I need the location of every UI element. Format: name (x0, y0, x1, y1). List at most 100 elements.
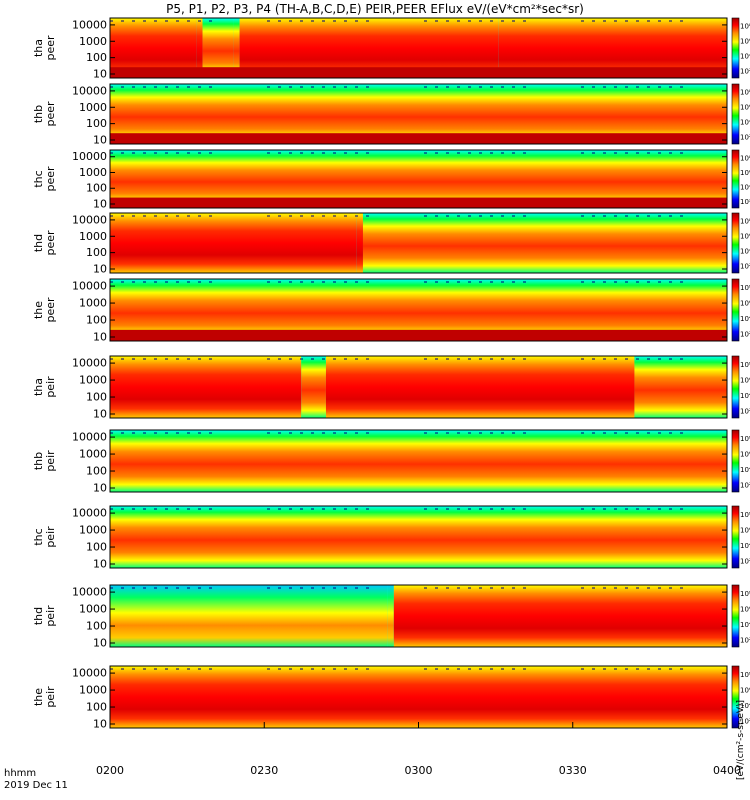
noise-speckle (366, 281, 369, 283)
colorbar-tick-label: 10⁶ (740, 450, 750, 458)
y-tick-label: 10 (93, 263, 107, 276)
noise-speckle (344, 281, 347, 283)
noise-speckle (187, 432, 190, 434)
noise-speckle (121, 281, 124, 283)
noise-speckle (603, 86, 606, 88)
noise-speckle (143, 152, 146, 154)
panel-label: the peer (32, 297, 57, 323)
noise-speckle (603, 281, 606, 283)
saturated-band (110, 133, 727, 144)
noise-speckle (501, 20, 504, 22)
noise-speckle (322, 152, 325, 154)
noise-speckle (366, 587, 369, 589)
noise-speckle (523, 587, 526, 589)
noise-speckle (680, 358, 683, 360)
noise-speckle (110, 152, 113, 154)
noise-speckle (300, 281, 303, 283)
x-tick-label: 0400 (713, 764, 741, 777)
noise-speckle (132, 587, 135, 589)
noise-speckle (512, 668, 515, 670)
noise-speckle (165, 668, 168, 670)
noise-speckle (110, 432, 113, 434)
noise-speckle (132, 358, 135, 360)
noise-speckle (289, 215, 292, 217)
y-tick-label: 1000 (79, 524, 107, 537)
panel-label-line: the (32, 301, 45, 319)
noise-speckle (658, 587, 661, 589)
chart-title: P5, P1, P2, P3, P4 (TH-A,B,C,D,E) PEIR,P… (166, 2, 584, 16)
noise-speckle (512, 508, 515, 510)
noise-speckle (479, 432, 482, 434)
panel-frame (109, 584, 728, 648)
noise-speckle (198, 20, 201, 22)
noise-speckle (198, 432, 201, 434)
noise-speckle (344, 668, 347, 670)
noise-speckle (333, 152, 336, 154)
noise-speckle (278, 152, 281, 154)
noise-speckle (154, 281, 157, 283)
noise-speckle (300, 20, 303, 22)
noise-speckle (424, 20, 427, 22)
noise-speckle (176, 358, 179, 360)
panels-group: 10100100010000thapeer10²10⁴10⁶10⁸1010010… (32, 17, 750, 731)
noise-speckle (435, 20, 438, 22)
noise-speckle (267, 281, 270, 283)
spectrogram-segment (110, 213, 357, 273)
noise-speckle (132, 508, 135, 510)
colorbar-tick-label: 10⁶ (740, 376, 750, 384)
colorbar-tick-label: 10⁴ (740, 53, 750, 61)
noise-speckle (154, 358, 157, 360)
panel-label: tha peir (32, 376, 57, 398)
noise-speckle (333, 281, 336, 283)
noise-speckle (512, 432, 515, 434)
noise-speckle (625, 152, 628, 154)
noise-speckle (176, 152, 179, 154)
colorbar-tick-label: 10² (740, 557, 750, 565)
noise-speckle (198, 587, 201, 589)
noise-speckle (512, 281, 515, 283)
noise-speckle (446, 20, 449, 22)
noise-speckle (490, 432, 493, 434)
noise-speckle (132, 86, 135, 88)
y-tick-label: 100 (86, 541, 107, 554)
noise-speckle (154, 508, 157, 510)
noise-speckle (603, 358, 606, 360)
noise-speckle (592, 20, 595, 22)
noise-speckle (289, 358, 292, 360)
y-tick-label: 100 (86, 246, 107, 259)
colorbar (731, 355, 740, 419)
panel-frame (109, 17, 728, 79)
noise-speckle (154, 86, 157, 88)
noise-speckle (143, 508, 146, 510)
noise-speckle (198, 152, 201, 154)
colorbar-tick-label: 10⁸ (740, 89, 750, 97)
noise-speckle (523, 508, 526, 510)
spectrogram-segment (110, 666, 727, 728)
noise-speckle (490, 668, 493, 670)
noise-speckle (209, 215, 212, 217)
noise-speckle (446, 508, 449, 510)
panel-label-line: peir (44, 450, 57, 472)
panel-label-line: thb (32, 105, 45, 123)
noise-speckle (198, 668, 201, 670)
noise-speckle (658, 215, 661, 217)
noise-speckle (355, 358, 358, 360)
noise-speckle (355, 432, 358, 434)
noise-speckle (523, 281, 526, 283)
noise-speckle (490, 152, 493, 154)
noise-speckle (154, 668, 157, 670)
noise-speckle (278, 358, 281, 360)
noise-speckle (165, 432, 168, 434)
noise-speckle (300, 152, 303, 154)
noise-speckle (636, 508, 639, 510)
noise-speckle (187, 668, 190, 670)
colorbar-tick-label: 10² (740, 407, 750, 415)
colorbar-tick-label: 10⁸ (740, 218, 750, 226)
noise-speckle (435, 358, 438, 360)
noise-speckle (658, 432, 661, 434)
noise-speckle (366, 508, 369, 510)
noise-speckle (289, 281, 292, 283)
noise-speckle (300, 358, 303, 360)
y-tick-label: 100 (86, 182, 107, 195)
